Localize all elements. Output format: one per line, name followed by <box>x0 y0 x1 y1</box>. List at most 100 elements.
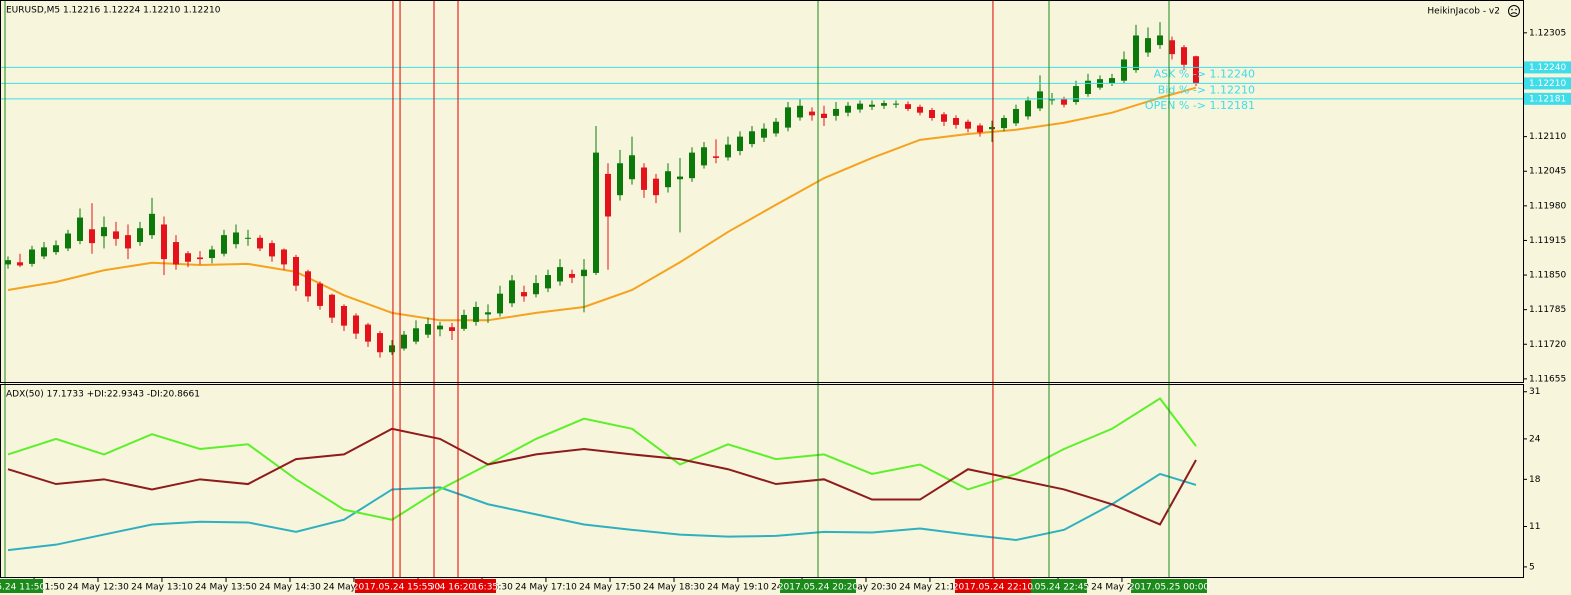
candle-body <box>953 117 960 125</box>
indicator-panel-frame <box>0 384 1524 578</box>
candle-body <box>281 249 288 265</box>
candle-body <box>437 325 444 330</box>
candle-body <box>209 249 216 259</box>
price-annotation: ASK % -> 1.12240 <box>1154 67 1255 80</box>
y-tick-label: 1.11980 <box>1529 201 1566 211</box>
candle-body <box>101 227 108 237</box>
candle-body <box>197 257 204 260</box>
candle-body <box>1145 38 1152 53</box>
time-label: 2017.05.25 00:00 <box>1129 583 1210 593</box>
candle-body <box>401 334 408 349</box>
candle-body <box>1181 47 1188 65</box>
time-label-box <box>354 579 431 593</box>
candle-body <box>1169 40 1176 55</box>
time-label-box <box>954 579 1031 593</box>
candle-body <box>41 247 48 257</box>
candle-body <box>1193 56 1200 84</box>
candle-body <box>845 105 852 113</box>
x-tick-label: 24 May 21:10 <box>899 583 961 593</box>
candle-body <box>473 306 480 322</box>
candle-body <box>1073 86 1080 103</box>
candle-body <box>605 173 612 217</box>
candle-body <box>725 144 732 158</box>
candle-body <box>29 249 36 264</box>
x-tick-label: 24 May 17:50 <box>579 583 641 593</box>
candle-body <box>125 235 132 249</box>
candle-body <box>245 237 252 239</box>
moving-average <box>7 86 1197 322</box>
x-tick-label: 24 May 13:10 <box>131 583 193 593</box>
candle-body <box>425 324 432 335</box>
candle-body <box>665 171 672 188</box>
price-panel-frame <box>0 0 1524 383</box>
time-label-box <box>780 579 857 593</box>
candle-body <box>737 136 744 152</box>
candle-body <box>521 292 528 297</box>
price-annotation: OPEN % -> 1.12181 <box>1145 99 1255 112</box>
time-label: 2017.05.24 15:55 <box>353 583 433 593</box>
candle-body <box>77 217 84 241</box>
candle-body <box>377 333 384 353</box>
y-tick-label: 1.11850 <box>1529 271 1566 281</box>
candle-body <box>677 176 684 180</box>
candle-body <box>545 275 552 289</box>
candle-body <box>173 242 180 265</box>
candle-body <box>653 178 660 196</box>
candle-body <box>641 167 648 190</box>
x-tick-label: 24 May 23:10 <box>1091 583 1153 593</box>
candle-body <box>1049 99 1056 101</box>
candle-body <box>797 105 804 118</box>
candle-body <box>449 327 456 331</box>
candle-body <box>5 260 12 265</box>
x-tick-label: 24 May 15:10 <box>323 583 385 593</box>
candle-body <box>149 213 156 236</box>
y-tick-label: 1.11655 <box>1529 374 1566 384</box>
candle-body <box>113 231 120 239</box>
candle-body <box>581 269 588 277</box>
time-label: 2017.05.24 20:20 <box>778 583 859 593</box>
candle-body <box>1061 99 1068 105</box>
price-annotation: Bid % -> 1.12210 <box>1158 83 1255 96</box>
candle-body <box>569 273 576 278</box>
price-label: 1.12181 <box>1529 94 1566 104</box>
candle-body <box>965 121 972 129</box>
candle-body <box>497 293 504 314</box>
candle-body <box>389 345 396 353</box>
candle-body <box>413 328 420 342</box>
indicator-line <box>7 397 1197 521</box>
candle-body <box>785 107 792 128</box>
candle-body <box>341 305 348 326</box>
y-tick-label: 1.12305 <box>1529 28 1566 38</box>
x-tick-label: 24 May 19:10 <box>707 583 769 593</box>
candle-body <box>833 108 840 116</box>
candle-body <box>509 280 516 304</box>
price-label-box <box>1524 61 1571 74</box>
symbol-title: EURUSD,M5 1.12216 1.12224 1.12210 1.1221… <box>6 6 221 16</box>
candle-body <box>1085 80 1092 95</box>
candle-body <box>1037 91 1044 109</box>
candle-body <box>713 156 720 158</box>
candle-body <box>761 128 768 138</box>
candle-body <box>461 314 468 329</box>
candle-body <box>881 103 888 106</box>
candle-body <box>1001 117 1008 129</box>
candle-body <box>65 233 72 249</box>
candle-body <box>1109 78 1116 84</box>
candle-body <box>161 224 168 260</box>
candle-body <box>533 283 540 295</box>
indicator-line <box>7 472 1197 552</box>
candle-body <box>221 235 228 254</box>
candle-body <box>989 127 996 130</box>
candle-body <box>137 228 144 243</box>
candle-body <box>557 267 564 282</box>
time-label-box <box>0 579 44 593</box>
time-label: 2017.05.24 11:50 <box>0 583 45 593</box>
y-tick-label: 5 <box>1529 562 1535 572</box>
candle-body <box>305 271 312 297</box>
candle-body <box>773 121 780 134</box>
candle-body <box>593 152 600 273</box>
y-tick-label: 1.12045 <box>1529 167 1566 177</box>
y-tick-label: 18 <box>1529 475 1541 485</box>
